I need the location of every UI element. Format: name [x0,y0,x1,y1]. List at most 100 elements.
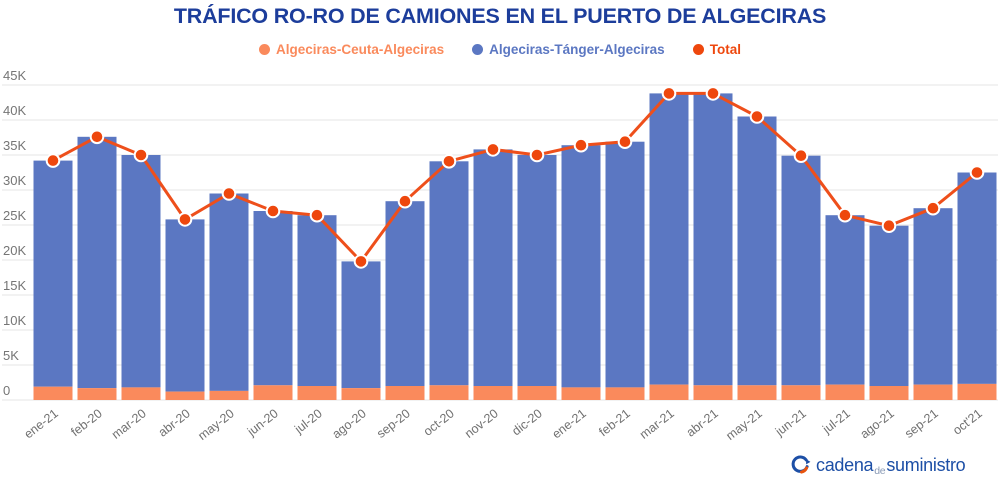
total-point[interactable] [89,129,105,145]
total-point[interactable] [617,134,633,149]
bar-tanger-segment[interactable] [33,160,73,387]
total-point[interactable] [309,207,325,223]
legend-item-ceuta[interactable]: Algeciras-Ceuta-Algeciras [259,42,444,57]
total-point[interactable] [353,254,369,269]
bar-tanger-segment[interactable] [693,93,733,386]
bar-tanger-segment[interactable] [121,155,161,388]
y-axis-tick-label: 5K [3,348,19,363]
total-point[interactable] [661,86,677,101]
x-axis-tick-label: sep-20 [374,406,413,441]
x-axis-tick-label: jun-21 [772,406,809,439]
total-point[interactable] [837,207,853,223]
bar-tanger-segment[interactable] [913,208,953,385]
bar-ceuta-segment[interactable] [33,386,73,400]
bar-ceuta-segment[interactable] [737,385,777,400]
total-point[interactable] [749,109,765,124]
x-axis-tick-label: ene-21 [550,406,589,441]
bar-tanger-segment[interactable] [825,215,865,385]
x-axis-tick-label: jun-20 [244,406,281,439]
bar-ceuta-segment[interactable] [561,387,601,400]
x-axis-tick-label: dic-20 [509,406,544,438]
bar-ceuta-segment[interactable] [869,386,909,400]
x-axis-tick-label: sep-21 [902,406,941,441]
total-point[interactable] [529,147,545,163]
legend-dot-tanger-icon [472,44,484,55]
bar-ceuta-segment[interactable] [341,388,381,400]
bar-tanger-segment[interactable] [605,141,645,388]
bar-tanger-segment[interactable] [429,161,469,386]
total-point[interactable] [573,137,589,153]
total-point[interactable] [441,154,457,169]
y-axis-tick-label: 0 [3,383,10,398]
bar-ceuta-segment[interactable] [297,386,337,400]
bar-tanger-segment[interactable] [517,155,557,386]
y-axis-tick-label: 25K [3,208,26,223]
bar-ceuta-segment[interactable] [121,387,161,400]
bar-ceuta-segment[interactable] [77,388,117,400]
y-axis-tick-label: 10K [3,313,26,328]
total-point[interactable] [925,200,941,216]
total-point[interactable] [485,142,501,157]
bar-tanger-segment[interactable] [561,145,601,388]
y-axis-tick-label: 30K [3,173,26,188]
bar-tanger-segment[interactable] [341,261,381,389]
chart-title: TRÁFICO RO-RO DE CAMIONES EN EL PUERTO D… [173,4,827,28]
bar-tanger-segment[interactable] [781,155,821,386]
total-point[interactable] [133,147,149,163]
bar-tanger-segment[interactable] [385,201,425,386]
bar-tanger-segment[interactable] [165,219,205,392]
total-point[interactable] [397,193,413,209]
x-axis-tick-label: mar-20 [109,406,149,441]
bar-ceuta-segment[interactable] [781,385,821,400]
total-point[interactable] [793,148,809,163]
bar-ceuta-segment[interactable] [825,384,865,400]
bar-tanger-segment[interactable] [209,193,249,391]
bar-ceuta-segment[interactable] [429,385,469,400]
bar-ceuta-segment[interactable] [693,385,733,400]
total-point[interactable] [881,218,897,233]
legend-item-tanger[interactable]: Algeciras-Tánger-Algeciras [472,42,665,57]
legend-label-tanger: Algeciras-Tánger-Algeciras [489,42,665,57]
x-axis-tick-label: feb-21 [596,406,633,439]
x-axis-tick-label: abr-20 [156,406,193,439]
bar-tanger-segment[interactable] [649,93,689,385]
circular-arrows-icon [791,455,811,474]
bar-tanger-segment[interactable] [253,211,293,386]
cadena-de-suministro-logo[interactable]: cadenadesuministro [789,454,966,477]
bar-ceuta-segment[interactable] [913,384,953,400]
legend-item-total[interactable]: Total [692,42,741,57]
x-axis-tick-label: ago-21 [858,406,897,441]
x-axis-tick-label: abr-21 [684,406,721,439]
bar-ceuta-segment[interactable] [253,385,293,400]
total-point[interactable] [45,153,61,168]
x-axis-tick-label: oct-20 [421,406,457,438]
legend-label-ceuta: Algeciras-Ceuta-Algeciras [276,42,445,57]
total-line [52,91,978,263]
x-axis-tick-label: ene-21 [22,406,61,441]
y-axis-tick-label: 15K [3,278,26,293]
bar-tanger-segment[interactable] [957,172,997,384]
total-point[interactable] [705,86,721,101]
bar-ceuta-segment[interactable] [517,386,557,400]
bar-tanger-segment[interactable] [297,215,337,386]
bar-tanger-segment[interactable] [737,116,777,386]
bar-ceuta-segment[interactable] [385,386,425,400]
total-point[interactable] [265,203,281,219]
bar-tanger-segment[interactable] [473,149,513,386]
bar-ceuta-segment[interactable] [957,383,997,400]
x-axis-tick-label: mar-21 [637,406,677,441]
bar-ceuta-segment[interactable] [605,387,645,400]
total-point[interactable] [221,186,237,201]
total-point[interactable] [177,212,193,227]
bar-ceuta-segment[interactable] [165,391,205,400]
bar-ceuta-segment[interactable] [473,386,513,400]
y-axis-tick-label: 40K [3,103,26,118]
y-axis-tick-label: 20K [3,243,26,258]
bar-ceuta-segment[interactable] [649,384,689,400]
bar-tanger-segment[interactable] [77,136,117,389]
bar-ceuta-segment[interactable] [209,390,249,400]
bar-tanger-segment[interactable] [869,225,909,386]
x-axis-tick-label: jul-20 [291,406,325,436]
total-point[interactable] [969,165,985,180]
